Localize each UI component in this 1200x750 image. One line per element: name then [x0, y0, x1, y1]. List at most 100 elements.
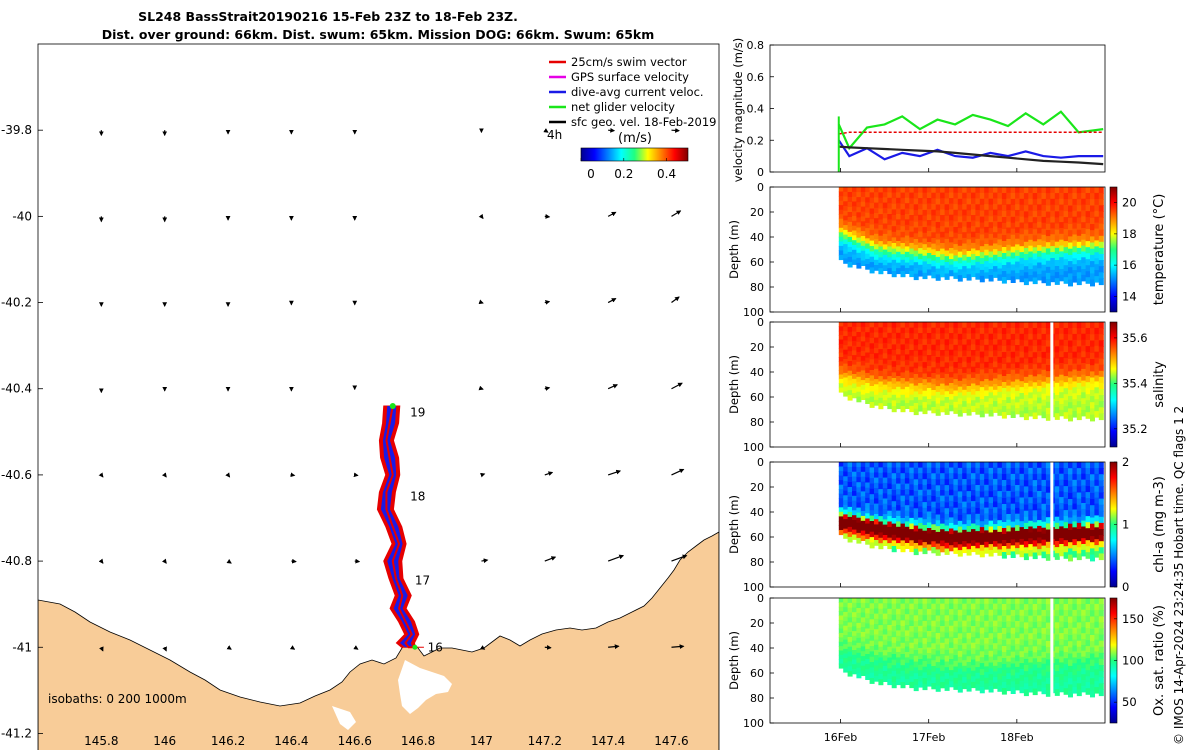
- section-cell: [984, 479, 990, 486]
- section-cell: [918, 609, 924, 616]
- section-cell: [1006, 679, 1012, 686]
- section-cell: [882, 233, 888, 240]
- section-cell: [843, 368, 849, 374]
- section-cell: [1037, 514, 1043, 521]
- section-cell: [988, 674, 994, 681]
- section-cell: [847, 212, 853, 218]
- section-cell: [1072, 645, 1078, 652]
- section-cell: [1094, 479, 1100, 487]
- section-cell: [1006, 221, 1012, 229]
- section-cell: [887, 332, 893, 339]
- section-cell: [949, 681, 954, 688]
- section-cell: [1072, 246, 1078, 253]
- section-cell: [896, 203, 902, 210]
- section-cell: [1094, 210, 1100, 218]
- section-cell: [979, 539, 985, 546]
- section-cell: [878, 532, 884, 539]
- section-cell: [962, 372, 968, 380]
- section-cell: [878, 327, 884, 334]
- surface-vector: [607, 298, 617, 304]
- section-cell: [1072, 545, 1078, 552]
- section-y-tick-label: 80: [750, 281, 764, 294]
- section-cell: [1098, 278, 1104, 286]
- section-cell: [922, 530, 928, 537]
- section-cell: [1081, 598, 1087, 605]
- section-cell: [843, 363, 849, 369]
- section-cell: [1085, 516, 1091, 523]
- section-cell: [900, 406, 906, 413]
- section-cell: [984, 333, 990, 340]
- section-cell: [1063, 199, 1069, 206]
- section-cell: [971, 620, 976, 627]
- section-cell: [1054, 322, 1060, 329]
- section-cell: [979, 675, 985, 682]
- section-cell: [966, 262, 972, 269]
- section-cell: [913, 198, 919, 205]
- section-cell: [891, 231, 897, 238]
- section-cell: [847, 467, 853, 473]
- section-cell: [931, 260, 937, 267]
- section-cell: [874, 358, 879, 365]
- section-cell: [887, 489, 893, 495]
- section-cell: [949, 642, 954, 649]
- section-cell: [869, 478, 875, 485]
- section-cell: [1081, 257, 1087, 264]
- section-cell: [1090, 628, 1095, 636]
- section-cell: [935, 368, 941, 375]
- section-cell: [852, 369, 857, 375]
- section-cell: [1006, 644, 1012, 651]
- section-cell: [904, 662, 910, 669]
- surface-vector: [671, 644, 685, 649]
- section-cell: [940, 383, 946, 390]
- section-cell: [847, 462, 853, 468]
- section-cell: [1045, 659, 1051, 667]
- section-cell: [949, 467, 954, 474]
- section-cell: [1081, 198, 1087, 206]
- section-cell: [931, 215, 937, 222]
- section-cell: [922, 525, 928, 532]
- section-cell: [882, 624, 888, 630]
- section-cell: [843, 648, 849, 655]
- section-cell: [1037, 679, 1043, 686]
- section-cell: [1094, 192, 1100, 200]
- section-cell: [891, 648, 897, 655]
- section-cell: [1041, 240, 1047, 248]
- section-cell: [838, 365, 844, 371]
- section-cell: [918, 377, 924, 384]
- section-cell: [1081, 409, 1087, 417]
- section-cell: [1006, 204, 1012, 211]
- section-cell: [913, 244, 919, 252]
- section-cell: [1041, 551, 1047, 559]
- section-cell: [1085, 552, 1091, 559]
- section-cell: [922, 344, 928, 352]
- section-cell: [869, 246, 875, 252]
- section-cell: [931, 649, 937, 656]
- section-cell: [838, 361, 844, 367]
- section-cell: [838, 484, 844, 490]
- section-cell: [869, 472, 875, 479]
- section-cell: [993, 648, 998, 655]
- section-cell: [935, 216, 941, 223]
- section-cell: [953, 496, 959, 503]
- section-cell: [918, 620, 924, 627]
- section-cell: [935, 204, 941, 211]
- section-cell: [874, 332, 879, 339]
- section-cell: [1076, 382, 1082, 390]
- section-cell: [1050, 258, 1056, 265]
- section-cell: [1015, 198, 1021, 205]
- section-cell: [904, 251, 910, 258]
- section-cell: [944, 198, 950, 205]
- section-cell: [900, 389, 906, 396]
- section-cell: [949, 484, 954, 491]
- section-cell: [1090, 352, 1095, 360]
- section-cell: [1037, 397, 1043, 404]
- section-cell: [843, 611, 849, 618]
- section-cell: [1028, 627, 1034, 634]
- section-cell: [1085, 253, 1091, 260]
- section-cell: [1006, 621, 1012, 628]
- section-cell: [1037, 339, 1043, 346]
- section-cell: [984, 356, 990, 363]
- surface-vector: [353, 472, 359, 478]
- section-cell: [874, 649, 879, 656]
